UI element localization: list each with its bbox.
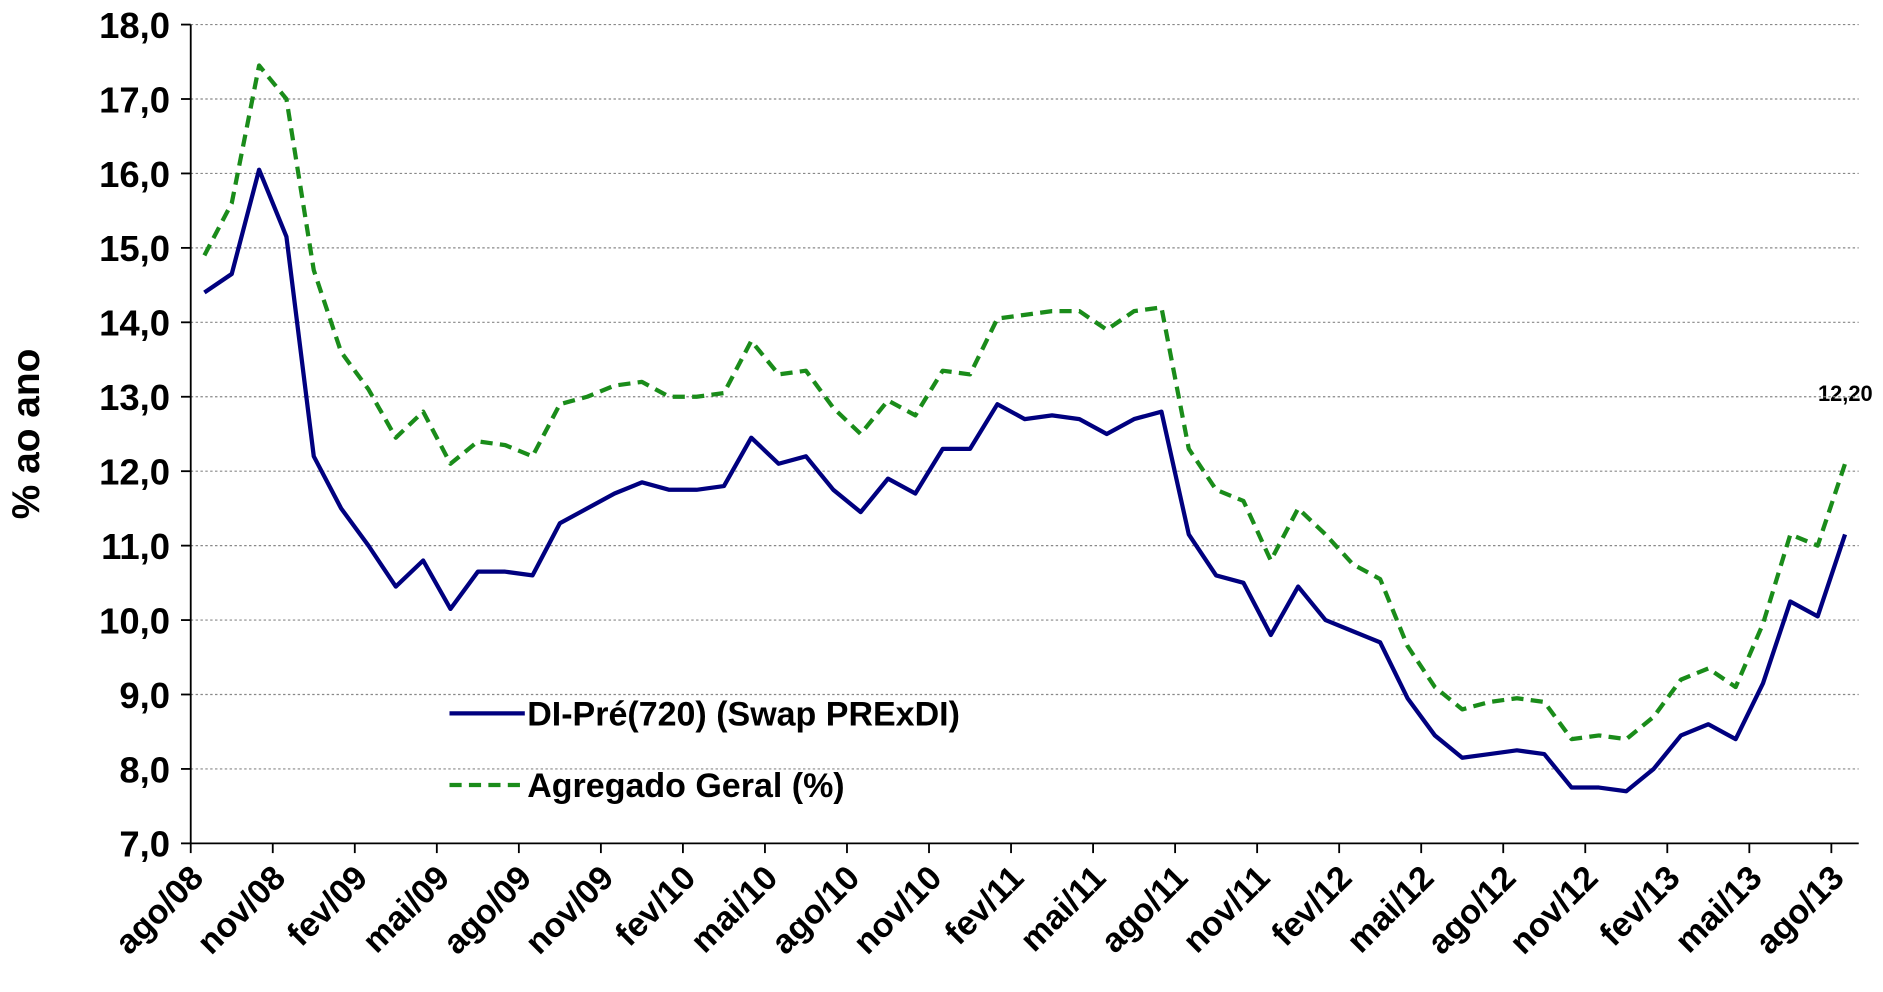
y-tick-label: 8,0 bbox=[119, 749, 170, 790]
y-tick-label: 14,0 bbox=[99, 303, 170, 344]
annotation: 12,20 bbox=[1818, 381, 1873, 406]
x-tick-label: fev/11 bbox=[938, 859, 1032, 953]
x-tick-label: mai/12 bbox=[1340, 859, 1442, 961]
legend-label: DI-Pré(720) (Swap PRExDI) bbox=[527, 696, 960, 734]
y-tick-label: 9,0 bbox=[119, 675, 170, 716]
x-tick-label: ago/13 bbox=[1749, 859, 1852, 962]
y-axis-label: % ao ano bbox=[5, 349, 48, 520]
legend-label: Agregado Geral (%) bbox=[527, 767, 844, 805]
y-tick-label: 7,0 bbox=[119, 824, 170, 865]
x-tick-label: ago/12 bbox=[1420, 859, 1523, 962]
x-tick-label: nov/08 bbox=[190, 859, 293, 962]
y-tick-label: 11,0 bbox=[101, 526, 170, 567]
y-tick-label: 12,0 bbox=[99, 452, 170, 493]
x-tick-label: ago/08 bbox=[108, 859, 211, 962]
y-tick-label: 16,0 bbox=[99, 154, 170, 195]
y-tick-label: 15,0 bbox=[99, 228, 170, 269]
series-line bbox=[203, 167, 1848, 794]
x-tick-label: mai/09 bbox=[355, 859, 457, 961]
x-tick-label: nov/12 bbox=[1502, 859, 1605, 962]
y-tick-label: 18,0 bbox=[99, 5, 170, 46]
x-tick-label: ago/10 bbox=[764, 859, 867, 962]
x-tick-label: mai/11 bbox=[1013, 859, 1113, 959]
y-tick-label: 13,0 bbox=[99, 377, 170, 418]
x-tick-label: nov/09 bbox=[518, 859, 621, 962]
x-tick-label: mai/13 bbox=[1668, 859, 1770, 961]
x-tick-label: ago/11 bbox=[1094, 859, 1196, 961]
x-tick-label: ago/09 bbox=[436, 859, 539, 962]
y-tick-label: 17,0 bbox=[99, 79, 170, 120]
x-tick-label: mai/10 bbox=[683, 859, 785, 961]
series-line bbox=[202, 63, 1848, 742]
x-tick-label: nov/10 bbox=[846, 859, 949, 962]
y-tick-label: 10,0 bbox=[99, 600, 170, 641]
x-tick-label: nov/11 bbox=[1176, 859, 1278, 961]
